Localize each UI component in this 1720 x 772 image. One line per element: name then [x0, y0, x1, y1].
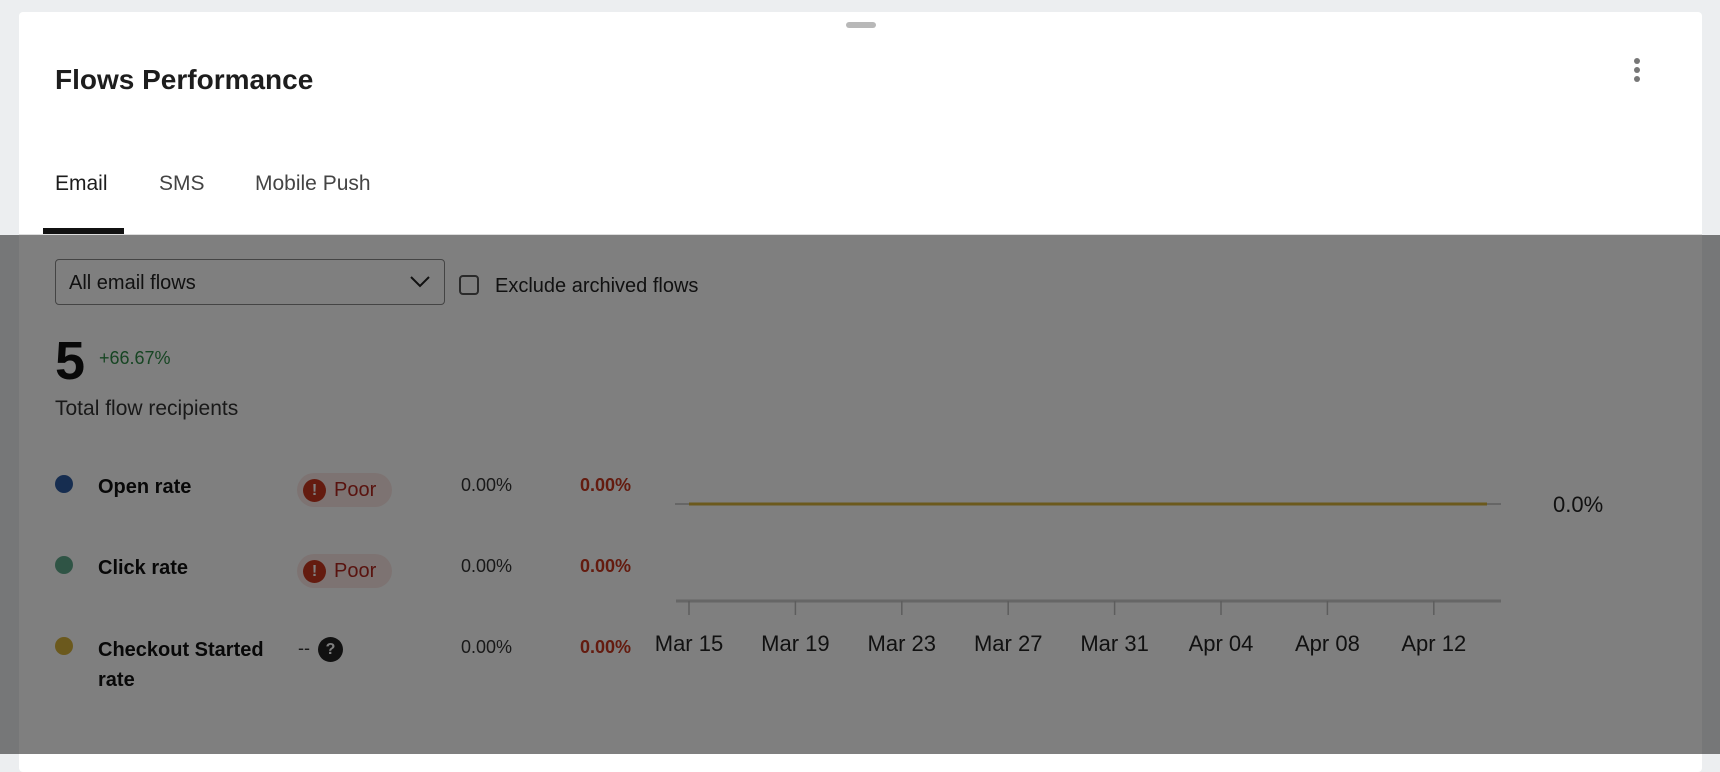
tab-mobile-push[interactable]: Mobile Push: [255, 172, 371, 195]
more-options-icon[interactable]: [1630, 56, 1644, 86]
card-title: Flows Performance: [55, 64, 314, 95]
tab-email[interactable]: Email: [55, 172, 108, 195]
tabs-divider: [19, 234, 1702, 235]
tab-sms[interactable]: SMS: [159, 172, 205, 195]
drag-handle[interactable]: [846, 22, 876, 28]
active-tab-indicator: [43, 228, 124, 234]
modal-backdrop-overlay[interactable]: [0, 235, 1720, 754]
